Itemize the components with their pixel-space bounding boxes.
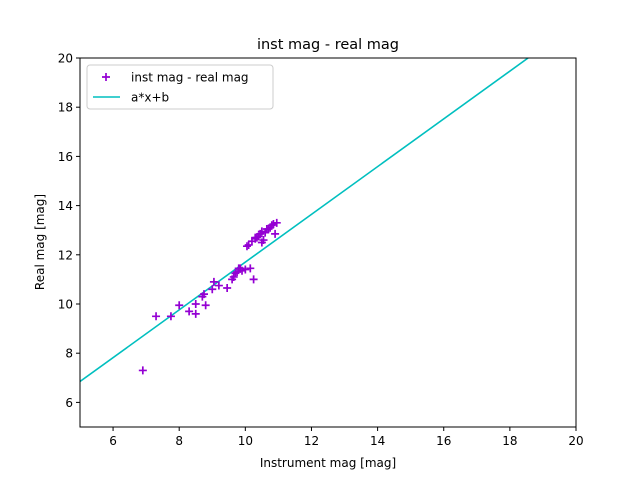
y-tick-label: 12 — [58, 248, 73, 262]
data-point — [271, 229, 280, 238]
x-axis: 6 8 10 12 14 16 18 20 — [109, 427, 584, 448]
data-point — [175, 301, 184, 310]
data-point — [200, 290, 208, 299]
y-tick-label: 14 — [58, 199, 73, 213]
x-tick-label: 18 — [502, 434, 517, 448]
fit-line-group — [80, 58, 529, 383]
data-point — [229, 272, 238, 281]
data-point — [201, 301, 210, 310]
y-axis-title: Real mag [mag] — [33, 194, 47, 290]
data-point — [191, 300, 200, 308]
legend-label-scatter: inst mag - real mag — [131, 71, 249, 85]
fit-line — [80, 58, 529, 383]
legend-box — [86, 64, 274, 110]
y-tick-label: 18 — [58, 101, 73, 115]
x-tick-label: 12 — [304, 434, 319, 448]
data-point — [208, 285, 217, 294]
x-axis-title: Instrument mag [mag] — [260, 456, 396, 470]
data-point — [251, 233, 260, 242]
y-tick-label: 16 — [58, 150, 73, 164]
data-point — [262, 224, 271, 233]
legend-marker-scatter — [102, 73, 110, 81]
data-point — [241, 265, 250, 274]
data-point — [246, 264, 255, 273]
x-tick-label: 8 — [175, 434, 183, 448]
plot-area — [79, 57, 577, 428]
y-tick-label: 8 — [65, 347, 73, 361]
x-tick-label: 14 — [370, 434, 385, 448]
x-tick-label: 6 — [109, 434, 117, 448]
data-point — [191, 309, 200, 318]
legend-label-line: a*x+b — [131, 91, 169, 105]
scatter-points — [138, 218, 281, 375]
data-point — [223, 284, 232, 293]
data-point — [185, 307, 194, 316]
plot-frame — [79, 57, 577, 428]
data-point — [249, 275, 258, 284]
data-point — [138, 366, 147, 375]
data-point — [267, 221, 276, 230]
data-point — [209, 277, 218, 286]
x-tick-label: 10 — [238, 434, 253, 448]
data-point — [166, 312, 175, 321]
legend: inst mag - real mag a*x+b — [86, 64, 274, 110]
y-tick-label: 10 — [58, 298, 73, 312]
data-point — [214, 281, 223, 290]
x-tick-label: 16 — [436, 434, 451, 448]
data-point — [259, 236, 268, 245]
data-point — [236, 264, 245, 273]
y-tick-label: 6 — [65, 396, 73, 410]
data-point — [242, 242, 251, 251]
y-tick-label: 20 — [58, 52, 73, 66]
x-tick-label: 20 — [568, 434, 583, 448]
data-point — [272, 218, 281, 227]
chart-title: inst mag - real mag — [257, 37, 399, 53]
y-axis: 6 8 10 12 14 16 18 20 — [58, 52, 80, 410]
data-point — [152, 312, 161, 321]
data-point — [231, 269, 240, 278]
